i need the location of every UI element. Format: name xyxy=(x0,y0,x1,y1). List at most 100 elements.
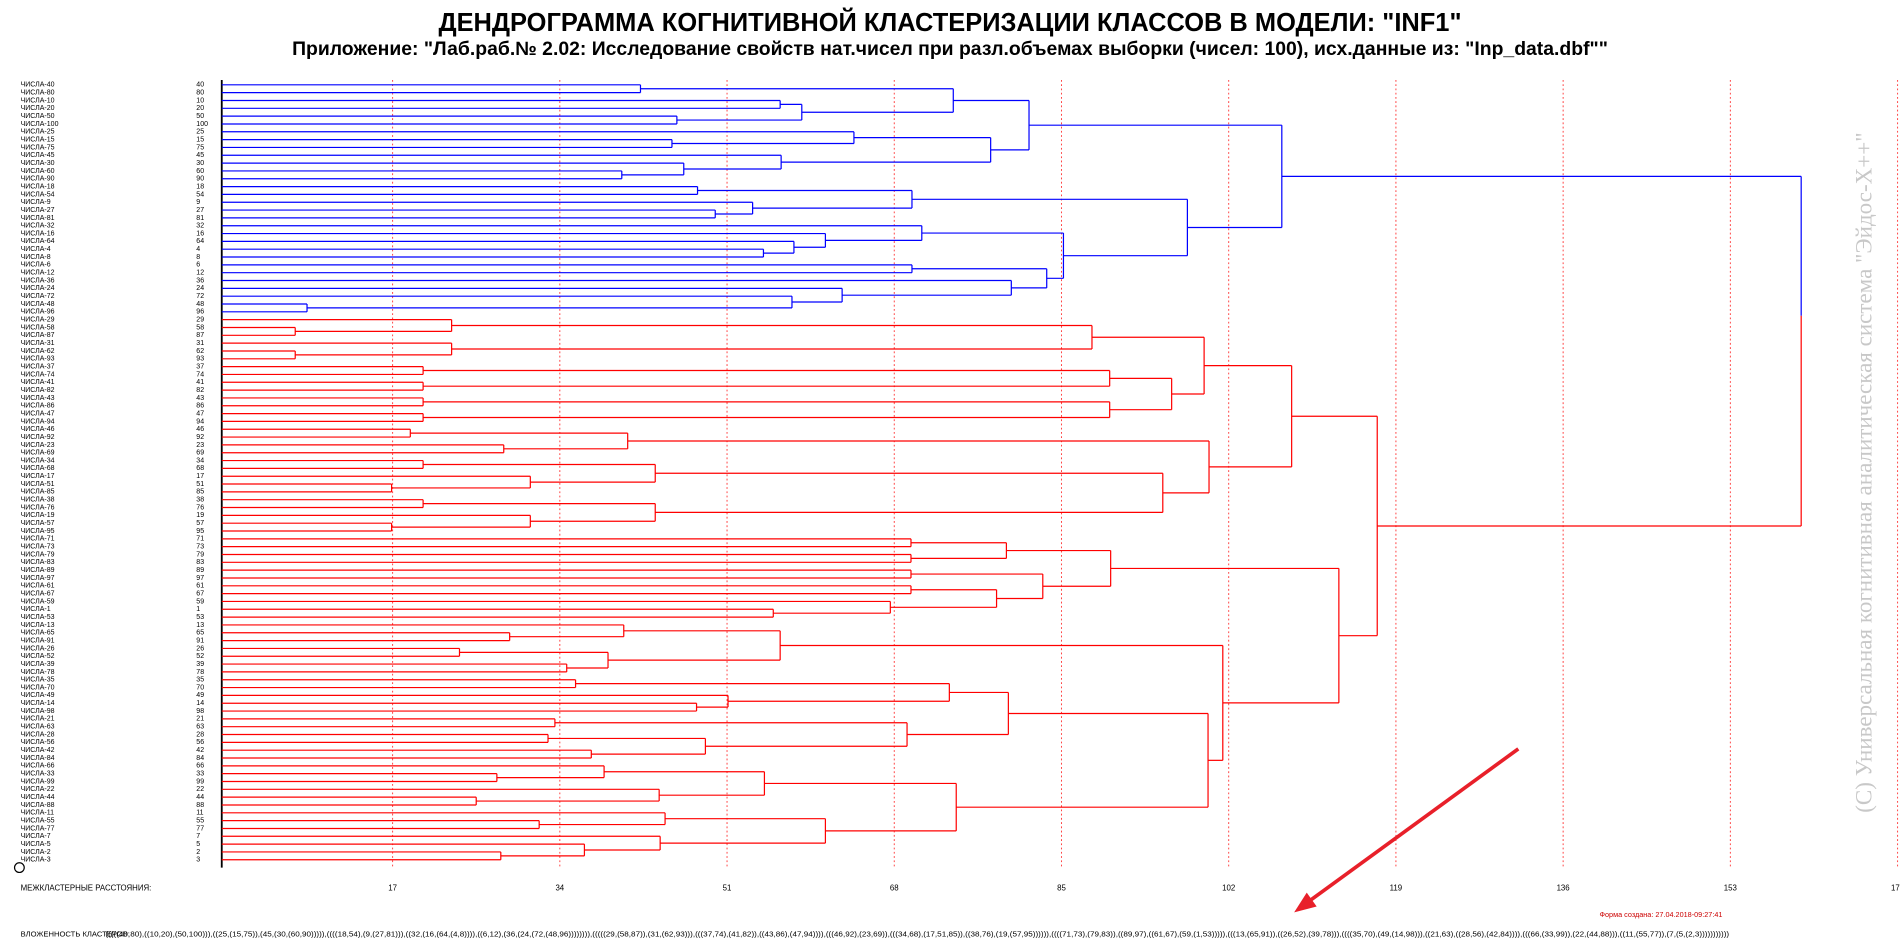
x-tick-label: 51 xyxy=(723,883,732,892)
leaf-name: ЧИСЛА-57 xyxy=(21,520,55,527)
leaf-name: ЧИСЛА-65 xyxy=(21,630,55,637)
leaf-number: 31 xyxy=(196,340,204,347)
leaf-number: 37 xyxy=(196,363,204,370)
leaf-name: ЧИСЛА-70 xyxy=(21,684,55,691)
leaf-number: 61 xyxy=(196,583,204,590)
leaf-name: ЧИСЛА-60 xyxy=(21,168,55,175)
leaf-number: 89 xyxy=(196,567,204,574)
x-tick-label: 102 xyxy=(1222,883,1235,892)
nesting-string: (((((40,80),((10,20),(50,100))),((25,(15… xyxy=(105,929,1729,938)
leaf-name: ЧИСЛА-30 xyxy=(21,160,55,167)
leaf-number: 75 xyxy=(196,144,204,151)
leaf-name: ЧИСЛА-2 xyxy=(21,849,51,856)
leaf-number: 85 xyxy=(196,489,204,496)
leaf-name: ЧИСЛА-36 xyxy=(21,277,55,284)
leaf-name: ЧИСЛА-78 xyxy=(21,669,55,676)
leaf-number: 91 xyxy=(196,637,204,644)
leaf-number: 59 xyxy=(196,598,204,605)
leaf-name: ЧИСЛА-35 xyxy=(21,677,55,684)
x-tick-label: 85 xyxy=(1057,883,1066,892)
leaf-number: 78 xyxy=(196,669,204,676)
leaf-number: 80 xyxy=(196,90,204,97)
leaf-number: 49 xyxy=(196,692,204,699)
leaf-name: ЧИСЛА-94 xyxy=(21,418,55,425)
leaf-number: 82 xyxy=(196,387,204,394)
leaf-number: 46 xyxy=(196,426,204,433)
leaf-name: ЧИСЛА-50 xyxy=(21,113,55,120)
leaf-name: ЧИСЛА-16 xyxy=(21,230,55,237)
leaf-name: ЧИСЛА-58 xyxy=(21,324,55,331)
leaf-name: ЧИСЛА-24 xyxy=(21,285,55,292)
leaf-name: ЧИСЛА-6 xyxy=(21,262,51,269)
leaf-number: 86 xyxy=(196,403,204,410)
leaf-name: ЧИСЛА-80 xyxy=(21,90,55,97)
leaf-number: 96 xyxy=(196,309,204,316)
leaf-number: 73 xyxy=(196,544,204,551)
leaf-name: ЧИСЛА-47 xyxy=(21,410,55,417)
leaf-number: 26 xyxy=(196,645,204,652)
leaf-name: ЧИСЛА-82 xyxy=(21,387,55,394)
leaf-number: 58 xyxy=(196,324,204,331)
leaf-number: 95 xyxy=(196,528,204,535)
leaf-number: 77 xyxy=(196,825,204,832)
leaf-number: 97 xyxy=(196,575,204,582)
leaf-number: 88 xyxy=(196,802,204,809)
leaf-name: ЧИСЛА-31 xyxy=(21,340,55,347)
leaf-name: ЧИСЛА-91 xyxy=(21,637,55,644)
leaf-name: ЧИСЛА-77 xyxy=(21,825,55,832)
leaf-number: 5 xyxy=(196,841,200,848)
leaf-number: 48 xyxy=(196,301,204,308)
leaf-name: ЧИСЛА-39 xyxy=(21,661,55,668)
leaf-number: 44 xyxy=(196,794,204,801)
leaf-name: ЧИСЛА-19 xyxy=(21,512,55,519)
leaf-name: ЧИСЛА-84 xyxy=(21,755,55,762)
leaf-number: 51 xyxy=(196,481,204,488)
leaf-name: ЧИСЛА-20 xyxy=(21,105,55,112)
leaf-number: 76 xyxy=(196,504,204,511)
leaf-name: ЧИСЛА-21 xyxy=(21,716,55,723)
leaf-number: 14 xyxy=(196,700,204,707)
leaf-name: ЧИСЛА-43 xyxy=(21,395,55,402)
leaf-number: 3 xyxy=(196,857,200,864)
leaf-number: 55 xyxy=(196,817,204,824)
leaf-name: ЧИСЛА-93 xyxy=(21,356,55,363)
leaf-name: ЧИСЛА-59 xyxy=(21,598,55,605)
leaf-name: ЧИСЛА-98 xyxy=(21,708,55,715)
leaf-name: ЧИСЛА-83 xyxy=(21,559,55,566)
arrow xyxy=(1294,747,1520,913)
leaf-name: ЧИСЛА-87 xyxy=(21,332,55,339)
leaf-name: ЧИСЛА-10 xyxy=(21,97,55,104)
leaf-number: 43 xyxy=(196,395,204,402)
leaf-name: ЧИСЛА-26 xyxy=(21,645,55,652)
leaf-number: 2 xyxy=(196,849,200,856)
leaf-number: 40 xyxy=(196,82,204,89)
leaf-name: ЧИСЛА-71 xyxy=(21,536,55,543)
x-tick-label: 119 xyxy=(1390,883,1403,892)
leaf-name: ЧИСЛА-44 xyxy=(21,794,55,801)
x-tick-label: 17 xyxy=(388,883,397,892)
leaf-name: ЧИСЛА-37 xyxy=(21,363,55,370)
leaf-name: ЧИСЛА-22 xyxy=(21,786,55,793)
leaf-name: ЧИСЛА-89 xyxy=(21,567,55,574)
arrow-shaft xyxy=(1307,747,1520,903)
leaf-number: 12 xyxy=(196,270,204,277)
leaf-number: 29 xyxy=(196,317,204,324)
x-tick-label: 34 xyxy=(555,883,564,892)
leaf-number: 70 xyxy=(196,684,204,691)
leaf-number: 36 xyxy=(196,277,204,284)
leaf-name: ЧИСЛА-52 xyxy=(21,653,55,660)
leaf-number: 34 xyxy=(196,457,204,464)
leaf-name: ЧИСЛА-9 xyxy=(21,199,51,206)
leaf-number: 98 xyxy=(196,708,204,715)
leaf-name: ЧИСЛА-95 xyxy=(21,528,55,535)
leaf-number: 8 xyxy=(196,254,200,261)
leaf-number: 41 xyxy=(196,379,204,386)
leaf-number: 72 xyxy=(196,293,204,300)
leaf-name: ЧИСЛА-18 xyxy=(21,183,55,190)
leaf-name: ЧИСЛА-25 xyxy=(21,129,55,136)
leaf-name: ЧИСЛА-41 xyxy=(21,379,55,386)
leaf-name: ЧИСЛА-49 xyxy=(21,692,55,699)
leaf-number: 6 xyxy=(196,262,200,269)
leaf-number: 19 xyxy=(196,512,204,519)
